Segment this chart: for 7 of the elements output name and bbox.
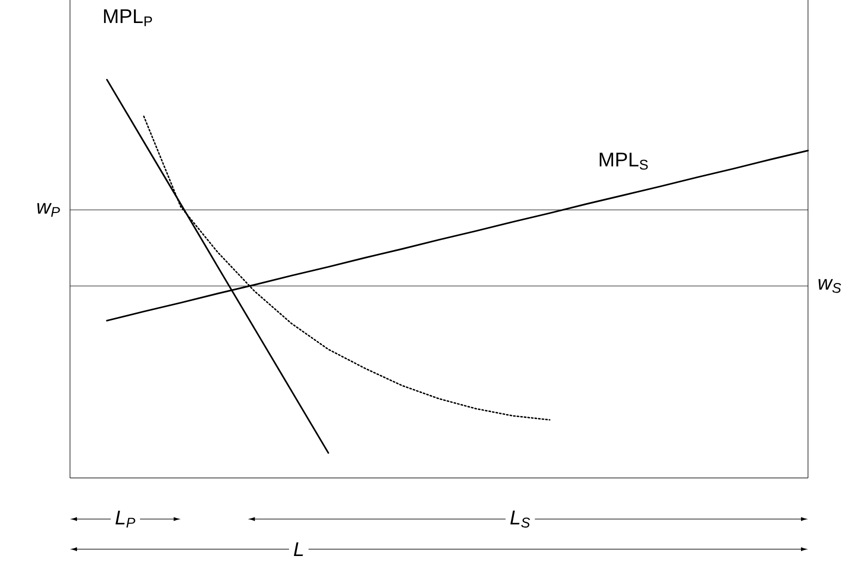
text: L$_{S}$ <box>510 510 530 528</box>
ref-line-label: w$_{P}$ <box>37 203 60 217</box>
text: L$_{P}$ <box>116 510 136 528</box>
text: MPL$_{P}$ <box>104 9 152 26</box>
ref-line-label: w$_{S}$ <box>818 279 842 293</box>
text: L <box>294 542 303 556</box>
series-label: MPL$_{S}$ <box>600 152 648 170</box>
